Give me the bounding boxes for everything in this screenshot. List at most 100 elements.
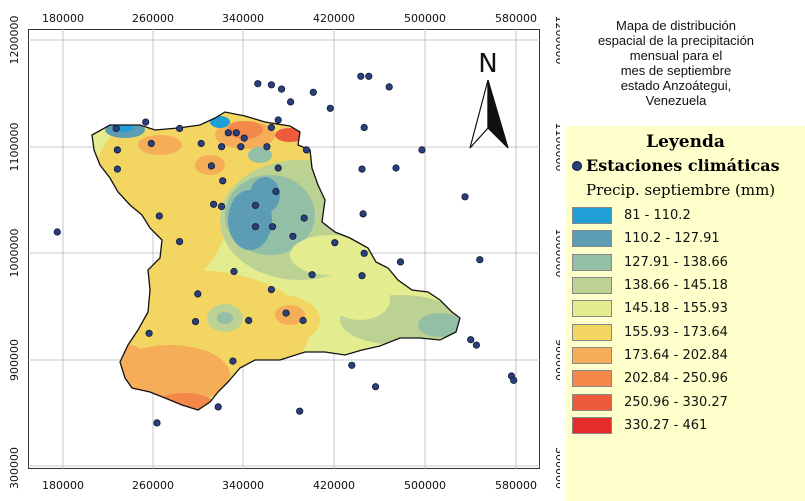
station-marker: [267, 285, 275, 294]
station-marker: [472, 341, 480, 349]
x-tick-bottom-180000: 180000: [42, 479, 84, 492]
station-marker: [396, 258, 405, 266]
station-marker: [214, 403, 222, 411]
x-tick-bottom-500000: 500000: [404, 479, 446, 492]
station-marker: [237, 143, 245, 151]
legend-class-label: 330.27 - 461: [624, 417, 708, 433]
x-tick-top-340000: 340000: [222, 12, 264, 25]
legend-classes: 81 - 110.2 110.2 - 127.91 127.91 - 138.6…: [572, 204, 805, 437]
station-marker: [461, 193, 469, 201]
legend-swatch: [572, 393, 612, 411]
station-marker: [309, 88, 317, 96]
station-marker: [147, 139, 155, 148]
x-tick-bottom-340000: 340000: [222, 479, 264, 492]
station-marker: [360, 123, 368, 132]
map-title: Mapa de distribución espacial de la prec…: [566, 18, 786, 108]
legend-class-row: 110.2 - 127.91: [572, 227, 805, 250]
station-marker: [277, 85, 286, 93]
station-marker: [359, 210, 367, 218]
station-marker: [357, 72, 365, 80]
legend-class-label: 138.66 - 145.18: [624, 278, 728, 294]
legend-class-label: 127.91 - 138.66: [624, 254, 728, 270]
y-ticks-left: 1200000 1100000 1000000 900000 300000: [8, 16, 21, 490]
legend-class-row: 127.91 - 138.66: [572, 251, 805, 274]
station-marker: [274, 116, 282, 124]
station-marker: [176, 238, 184, 246]
station-marker: [268, 223, 277, 231]
station-marker: [510, 376, 518, 384]
north-arrow-label: N: [478, 49, 497, 79]
legend-swatch: [572, 207, 612, 225]
station-marker: [385, 83, 393, 91]
station-marker: [308, 271, 316, 279]
station-marker: [300, 214, 308, 222]
station-marker: [142, 118, 150, 126]
legend-class-label: 250.96 - 330.27: [624, 394, 728, 410]
state-boundary: [91, 111, 461, 411]
y-tick-left-900000: 900000: [8, 339, 21, 381]
legend-panel: Leyenda Estaciones climáticas Precip. se…: [566, 126, 805, 501]
title-line: espacial de la precipitación: [597, 33, 755, 48]
station-marker: [286, 98, 295, 106]
station-marker: [365, 72, 373, 80]
y-tick-left-1000000: 1000000: [8, 229, 21, 278]
title-line: mes de septiembre: [620, 63, 732, 78]
station-marker: [218, 143, 226, 151]
title-line: Venezuela: [645, 93, 707, 108]
north-arrow: N: [469, 49, 509, 149]
north-arrow-left-half: [469, 79, 489, 149]
legend-class-row: 330.27 - 461: [572, 414, 805, 437]
station-marker: [358, 272, 366, 280]
map-svg: N 180000 260000 340000 420000 500000 580…: [8, 12, 560, 492]
legend-swatch: [572, 300, 612, 318]
y-tick-right-300000: 300000: [553, 447, 560, 489]
station-marker: [251, 223, 260, 231]
station-marker: [392, 164, 400, 172]
station-marker: [232, 129, 240, 137]
y-tick-right-1000000: 1000000: [553, 229, 560, 278]
station-marker: [358, 165, 366, 173]
x-ticks-top: 180000 260000 340000 420000 500000 58000…: [42, 12, 537, 25]
legend-class-row: 173.64 - 202.84: [572, 344, 805, 367]
y-tick-right-900000: 900000: [553, 339, 560, 381]
station-marker: [194, 290, 202, 298]
station-symbol-icon: [572, 160, 582, 171]
y-tick-left-1100000: 1100000: [8, 123, 21, 172]
station-marker: [113, 146, 122, 154]
station-marker: [230, 267, 238, 276]
station-marker: [197, 139, 205, 148]
x-tick-top-500000: 500000: [404, 12, 446, 25]
station-marker: [296, 407, 304, 415]
station-marker: [224, 129, 232, 137]
station-marker: [251, 201, 260, 209]
north-arrow-right-half: [487, 79, 509, 149]
station-marker: [267, 123, 275, 132]
station-marker: [240, 134, 248, 142]
x-tick-bottom-420000: 420000: [313, 479, 355, 492]
legend-class-row: 145.18 - 155.93: [572, 297, 805, 320]
legend-class-label: 145.18 - 155.93: [624, 301, 728, 317]
station-marker: [176, 124, 184, 133]
legend-class-row: 155.93 - 173.64: [572, 320, 805, 343]
x-tick-bottom-260000: 260000: [132, 479, 174, 492]
precipitation-surface: [92, 112, 460, 410]
station-marker: [219, 177, 227, 185]
legend-class-label: 173.64 - 202.84: [624, 347, 728, 363]
stations-layer: [53, 72, 518, 427]
station-marker: [467, 336, 475, 344]
x-tick-bottom-580000: 580000: [495, 479, 537, 492]
station-marker: [331, 239, 339, 247]
station-marker: [360, 249, 368, 257]
legend-stations-row: Estaciones climáticas: [572, 156, 805, 175]
y-ticks-right: 1200000 1100000 1000000 900000 300000: [553, 16, 560, 490]
station-marker: [153, 419, 161, 427]
station-marker: [289, 232, 297, 240]
station-marker: [282, 309, 290, 317]
legend-swatch: [572, 416, 612, 434]
x-tick-top-420000: 420000: [313, 12, 355, 25]
legend-swatch: [572, 277, 612, 295]
legend-class-row: 81 - 110.2: [572, 204, 805, 227]
station-marker: [53, 228, 61, 236]
station-marker: [267, 81, 275, 89]
x-ticks-bottom: 180000 260000 340000 420000 500000 58000…: [42, 479, 537, 492]
